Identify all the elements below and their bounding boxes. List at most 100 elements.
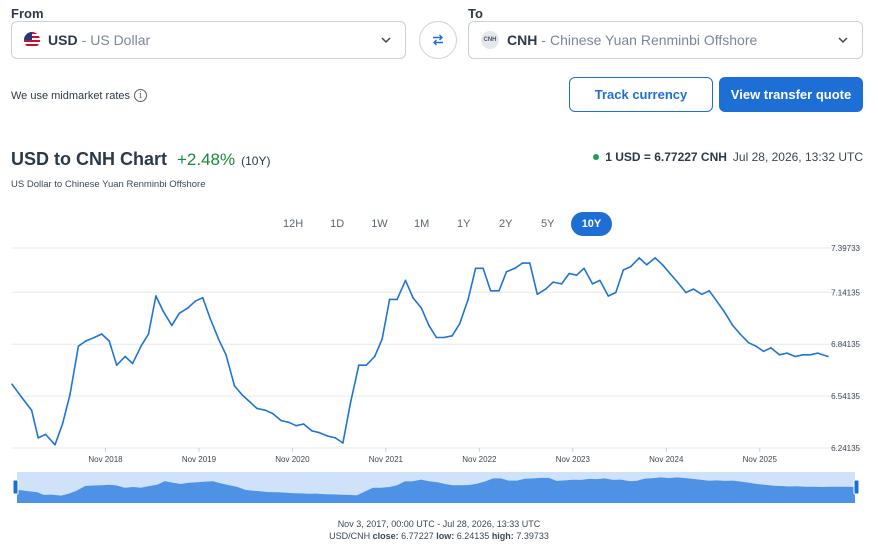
data-point [37,437,39,439]
rate-line [11,257,829,446]
data-point [404,279,407,282]
data-point [357,364,360,366]
data-point [685,291,687,294]
data-point [241,393,243,396]
live-rate: 1 USD = 6.77227 CNH Jul 28, 2026, 13:32 … [593,150,863,164]
data-point [723,310,726,313]
navigator-area [17,477,855,503]
range-tab-1y[interactable]: 1Y [456,218,471,230]
x-tick-label: Nov 2023 [556,455,591,464]
data-point [194,300,197,302]
data-point [827,355,829,358]
footer-low-label: low: [436,531,455,541]
range-tab-12h[interactable]: 12H [283,218,304,230]
data-point [171,324,173,327]
chart-title-row: USD to CNH Chart +2.48% (10Y) [11,149,270,170]
data-point [365,364,368,366]
data-point [271,412,274,415]
x-tick-label: Nov 2024 [649,455,684,464]
data-point [334,437,337,439]
data-point [638,257,640,259]
to-label: To [468,6,483,21]
data-point [599,279,601,282]
rate-timestamp: Jul 28, 2026, 13:32 UTC [732,150,863,164]
range-tab-10y[interactable]: 10Y [570,212,613,236]
data-point [770,347,772,349]
y-tick-label: 6.24135 [831,444,860,453]
period-label: (10Y) [241,154,271,168]
footer-high-value: 7.39733 [516,531,549,541]
data-point [794,355,797,358]
range-tab-1d[interactable]: 1D [330,218,345,230]
data-point [115,364,118,366]
data-point [147,333,150,335]
x-tick-label: Nov 2025 [743,455,778,464]
data-point [256,407,258,410]
data-point [327,435,329,437]
y-tick-label: 7.39733 [831,244,860,253]
data-point [778,354,781,356]
data-point [420,307,423,309]
data-point [131,362,134,365]
data-point [645,264,648,266]
data-point [544,288,547,290]
x-tick-label: Nov 2019 [182,455,217,464]
data-point [521,262,524,264]
data-point [708,289,711,292]
data-point [280,419,282,422]
data-point [661,264,664,266]
data-point [373,355,376,358]
data-point [93,336,96,339]
swap-currencies-button[interactable] [419,21,457,59]
data-point [607,295,610,297]
data-point [209,317,211,320]
exchange-rate-chart[interactable]: 7.39733 7.14135 6.84135 6.54135 6.24135 Nov 2… [0,238,878,506]
data-point [575,274,578,277]
data-point [302,423,305,425]
range-tab-1w[interactable]: 1W [371,218,388,230]
data-point [388,298,391,301]
data-point [731,324,734,327]
cnh-currency-icon: CNH [481,31,499,49]
range-tab-5y[interactable]: 5Y [540,218,555,230]
data-point [474,267,477,270]
from-label: From [11,6,44,21]
data-point [21,397,24,399]
data-point [529,262,531,264]
range-tab-1m[interactable]: 1M [414,218,430,230]
data-point [654,257,656,259]
view-transfer-quote-button[interactable]: View transfer quote [719,77,863,112]
to-currency-code: CNH [507,32,538,48]
data-point [69,393,71,396]
from-currency-select[interactable]: USD - US Dollar [11,21,406,59]
data-point [514,267,516,270]
data-point [140,345,142,347]
navigator-right-handle[interactable] [853,479,860,495]
footer-close-value: 6.77227 [401,531,434,541]
data-point [349,402,352,405]
range-tab-2y[interactable]: 2Y [498,218,513,230]
data-point [295,424,297,427]
from-currency-code: USD [48,32,78,48]
chart-subtitle: US Dollar to Chinese Yuan Renminbi Offsh… [11,179,206,190]
data-point [536,293,539,296]
data-point [30,409,33,411]
data-point [482,267,484,270]
data-point [676,281,679,283]
data-point [591,283,594,285]
data-point [505,270,508,273]
chevron-down-icon [838,37,848,44]
data-point [162,310,165,313]
data-point [701,293,703,296]
data-point [629,265,632,268]
live-status-dot [593,154,600,160]
track-currency-button[interactable]: Track currency [569,77,713,112]
x-tick-label: Nov 2020 [275,455,310,464]
info-icon[interactable]: i [134,89,148,102]
data-point [435,336,438,339]
to-currency-select[interactable]: CNH CNH - Chinese Yuan Renminbi Offshore [468,21,863,59]
x-tick-label: Nov 2022 [462,455,497,464]
data-point [560,283,563,285]
navigator-left-handle[interactable] [12,479,19,495]
chevron-down-icon [381,37,391,44]
